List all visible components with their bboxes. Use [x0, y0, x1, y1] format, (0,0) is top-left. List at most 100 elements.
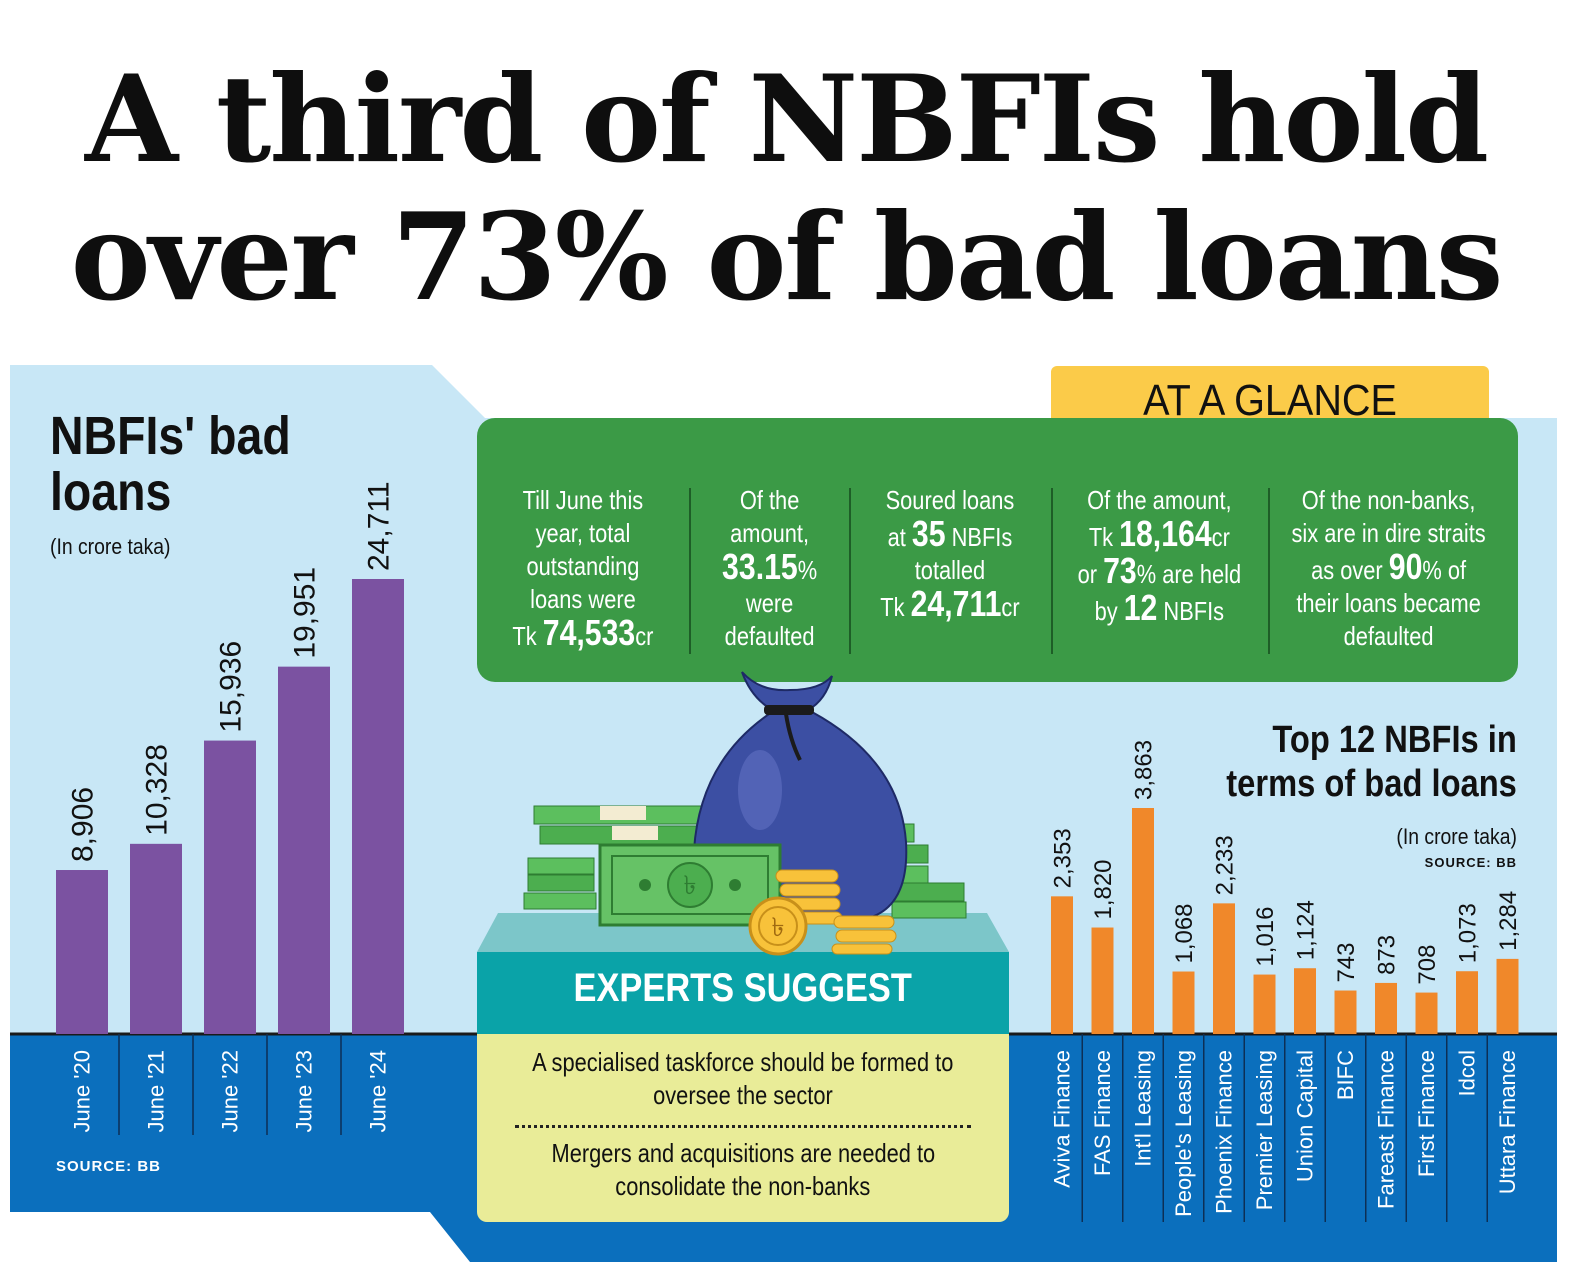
left-chart-title-line: loans: [50, 462, 172, 522]
bar: [1253, 974, 1276, 1034]
glance-text: Of the amount,: [1087, 485, 1232, 515]
glance-text: totalled: [914, 555, 986, 585]
glance-text: by: [1094, 596, 1124, 626]
data-label: 15,936: [215, 641, 248, 733]
tick-label: Aviva Finance: [1050, 1050, 1075, 1188]
left-chart-title-line: NBFIs' bad: [50, 406, 291, 466]
data-label: 8,906: [67, 787, 100, 862]
data-label: 873: [1373, 935, 1400, 975]
data-label: 1,068: [1171, 903, 1198, 963]
glance-text: outstanding: [526, 551, 640, 581]
tick-label: June '24: [366, 1050, 391, 1133]
right-chart-title-line: terms of bad loans: [1226, 763, 1517, 805]
glance-text: Of the: [739, 485, 800, 515]
glance-item-2: Of the amount, 33.15% were defaulted: [690, 484, 849, 653]
bar: [1456, 971, 1478, 1034]
bar: [1415, 992, 1438, 1034]
tick-label: June '23: [292, 1050, 317, 1133]
glance-divider: [689, 488, 691, 654]
tick-label: First Finance: [1414, 1050, 1439, 1177]
tick-label: June '20: [70, 1050, 95, 1133]
tick-label: June '21: [144, 1050, 169, 1133]
taka-coin-icon: ৳: [748, 896, 808, 956]
data-label: 2,233: [1211, 835, 1238, 895]
glance-divider: [849, 488, 851, 654]
glance-text: loans were: [530, 584, 636, 614]
experts-suggest-box: A specialised taskforce should be formed…: [477, 1034, 1009, 1222]
suggestion-divider: [515, 1125, 971, 1128]
tick-label: June '22: [218, 1050, 243, 1133]
glance-text: NBFIs: [1157, 596, 1225, 626]
suggestion-text: oversee the sector: [653, 1080, 833, 1110]
glance-divider: [1051, 488, 1053, 654]
data-label: 19,951: [289, 567, 322, 659]
data-label: 708: [1414, 945, 1441, 985]
tick-label: Uttara Finance: [1495, 1050, 1520, 1194]
tick-label: Int'l Leasing: [1131, 1050, 1156, 1167]
experts-suggest-label: EXPERTS SUGGEST: [573, 966, 913, 1010]
left-chart-unit: (In crore taka): [50, 534, 171, 559]
glance-text: Tk: [512, 621, 543, 651]
bar: [130, 843, 182, 1034]
glance-text: % are held: [1136, 559, 1242, 589]
glance-text: cr: [1211, 522, 1231, 552]
bar: [1294, 968, 1316, 1034]
left-chart-title: NBFIs' bad loans: [50, 408, 291, 520]
tick-label: Fareast Finance: [1374, 1050, 1399, 1209]
glance-text: year, total: [535, 518, 631, 548]
right-chart-source: SOURCE: BB: [1424, 855, 1517, 870]
glance-figure: 18,164: [1119, 513, 1212, 554]
at-a-glance-box: Till June this year, total outstanding l…: [477, 418, 1518, 682]
tick-label: BIFC: [1333, 1050, 1358, 1100]
glance-text: defaulted: [1344, 621, 1434, 651]
bar: [1051, 896, 1073, 1034]
glance-text: Tk: [1088, 522, 1120, 552]
glance-figure: 35: [911, 513, 946, 554]
glance-divider: [1268, 488, 1270, 654]
svg-text:৳: ৳: [772, 913, 785, 943]
data-label: 1,284: [1495, 891, 1522, 951]
data-label: 10,328: [141, 744, 174, 836]
headline-line-2: over 73% of bad loans: [70, 187, 1504, 328]
at-a-glance-label: AT A GLANCE: [1143, 376, 1397, 425]
data-label: 24,711: [363, 481, 396, 571]
data-label: 1,073: [1454, 903, 1481, 963]
bar: [1132, 808, 1154, 1034]
glance-text: %: [797, 555, 818, 585]
glance-text: at: [887, 522, 912, 552]
suggestion-2: Mergers and acquisitions are needed to c…: [477, 1137, 1009, 1203]
bar: [1496, 958, 1519, 1034]
glance-text: six are in dire straits: [1291, 518, 1487, 548]
bar: [56, 870, 108, 1034]
data-label: 743: [1333, 942, 1360, 982]
glance-figure: 33.15: [721, 546, 798, 587]
glance-item-3: Soured loans at 35 NBFIs totalled Tk 24,…: [850, 484, 1050, 624]
glance-figure: 24,711: [910, 583, 1002, 624]
right-chart-title-text: Top 12 NBFIs in terms of bad loans: [1226, 719, 1517, 805]
bar: [352, 579, 404, 1034]
glance-figure: 90: [1389, 546, 1423, 587]
glance-text: were: [745, 588, 794, 618]
bar: [278, 666, 330, 1034]
suggestion-1: A specialised taskforce should be formed…: [477, 1046, 1009, 1112]
glance-text: or: [1077, 559, 1104, 589]
glance-text: Till June this: [522, 485, 644, 515]
right-chart-title: Top 12 NBFIs in terms of bad loans: [1226, 718, 1517, 806]
glance-item-1: Till June this year, total outstanding l…: [477, 484, 689, 653]
glance-text: cr: [635, 621, 654, 651]
bar: [1091, 927, 1114, 1034]
bar: [204, 740, 256, 1034]
tick-label: FAS Finance: [1090, 1050, 1115, 1176]
right-chart-title-line: Top 12 NBFIs in: [1272, 719, 1517, 761]
bar: [1172, 971, 1195, 1034]
glance-text: Soured loans: [885, 485, 1015, 515]
experts-banner: [477, 952, 1009, 1036]
bar: [1334, 990, 1357, 1034]
right-chart-unit: (In crore taka): [1396, 824, 1517, 849]
svg-text:৳: ৳: [684, 871, 697, 901]
suggestion-text: A specialised taskforce should be formed…: [532, 1047, 954, 1077]
glance-text: NBFIs: [945, 522, 1013, 552]
